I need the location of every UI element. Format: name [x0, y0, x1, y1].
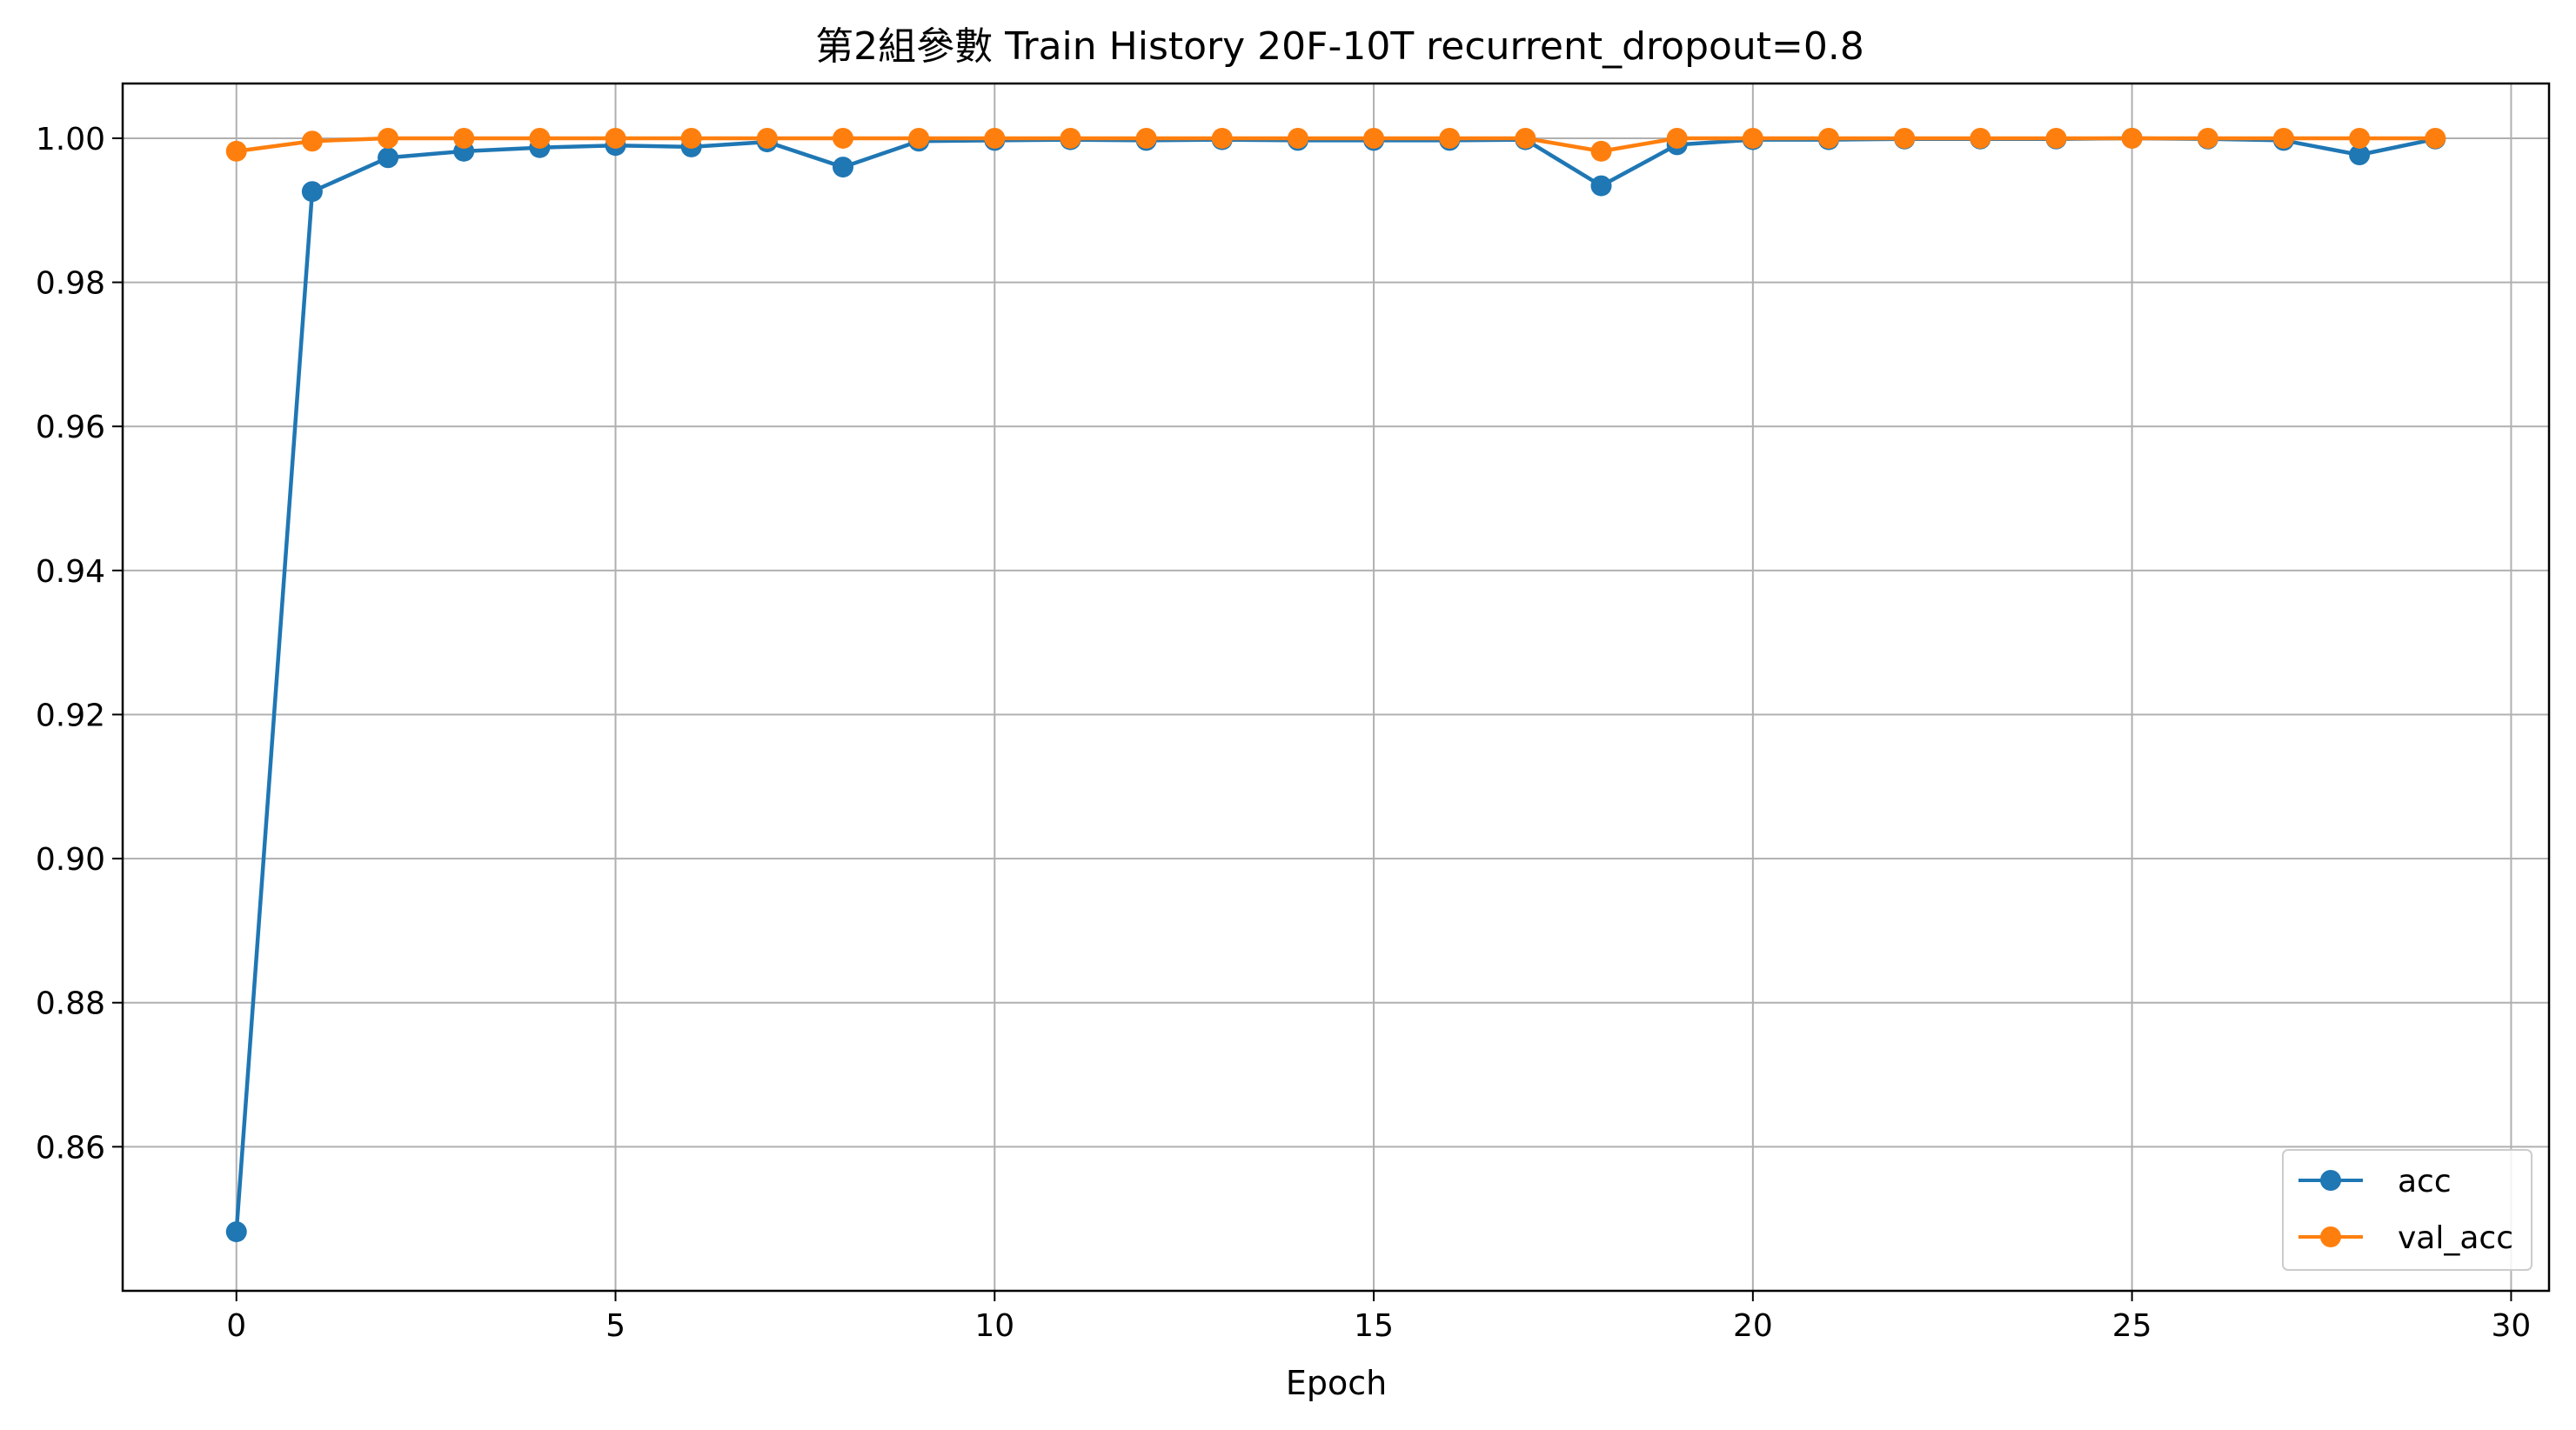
- legend-acc-marker: [2320, 1170, 2341, 1191]
- x-tick-label: 10: [974, 1308, 1014, 1344]
- y-tick-label: 0.94: [36, 554, 105, 590]
- data-point-acc: [832, 157, 853, 178]
- data-point-val-acc: [1666, 127, 1688, 149]
- data-point-val-acc: [1742, 127, 1763, 149]
- legend: acc val_acc: [2282, 1149, 2533, 1271]
- data-point-val-acc: [1211, 127, 1233, 149]
- series-line-val-acc: [236, 136, 2436, 154]
- data-point-val-acc: [908, 127, 930, 149]
- data-point-acc: [2349, 144, 2371, 165]
- data-point-val-acc: [832, 127, 853, 149]
- data-point-val-acc: [2045, 127, 2067, 149]
- axis-ticks: 0 5 10 15 20 25 30 0.86 0.88 0.90 0.92 0.94 0.96 0.98…: [36, 122, 2531, 1344]
- y-tick-label: 0.86: [36, 1130, 105, 1166]
- data-point-val-acc: [529, 127, 551, 149]
- data-point-val-acc: [453, 127, 475, 149]
- data-point-val-acc: [301, 130, 323, 152]
- data-point-val-acc: [1970, 127, 1991, 149]
- data-point-val-acc: [378, 127, 399, 149]
- data-point-val-acc: [1590, 140, 1612, 162]
- data-point-val-acc: [2425, 127, 2446, 149]
- x-tick-label: 25: [2112, 1308, 2152, 1344]
- data-point-val-acc: [1818, 127, 1840, 149]
- data-point-val-acc: [756, 127, 778, 149]
- chart-title: 第2組參數 Train History 20F-10T recurrent_dr…: [815, 24, 1864, 69]
- data-point-val-acc: [2349, 127, 2371, 149]
- y-tick-label: 0.96: [36, 410, 105, 445]
- x-tick-label: 20: [1733, 1308, 1773, 1344]
- data-point-val-acc: [1135, 127, 1157, 149]
- data-point-val-acc: [2121, 127, 2143, 149]
- y-tick-label: 0.98: [36, 266, 105, 302]
- data-point-val-acc: [984, 127, 1006, 149]
- data-point-val-acc: [605, 127, 626, 149]
- x-axis-title: Epoch: [1286, 1364, 1387, 1402]
- y-tick-label: 0.92: [36, 698, 105, 733]
- legend-acc-label: acc: [2398, 1164, 2452, 1199]
- plot-frame: [121, 82, 2551, 1293]
- data-point-val-acc: [680, 127, 702, 149]
- data-point-val-acc: [1060, 127, 1081, 149]
- data-point-acc: [1590, 175, 1612, 197]
- legend-val-acc-marker: [2320, 1226, 2341, 1247]
- data-point-val-acc: [1894, 127, 1916, 149]
- x-tick-label: 30: [2492, 1308, 2532, 1344]
- data-point-acc: [301, 181, 323, 203]
- x-tick-label: 15: [1354, 1308, 1394, 1344]
- data-point-val-acc: [1439, 127, 1461, 149]
- data-point-val-acc: [1363, 127, 1385, 149]
- x-tick-label: 0: [226, 1308, 246, 1344]
- data-point-val-acc: [2272, 127, 2294, 149]
- y-tick-label: 0.88: [36, 986, 105, 1022]
- data-point-val-acc: [2197, 127, 2218, 149]
- x-tick-label: 5: [606, 1308, 626, 1344]
- data-point-val-acc: [1515, 127, 1536, 149]
- y-tick-label: 0.90: [36, 842, 105, 878]
- data-point-acc: [225, 1221, 247, 1243]
- data-point-val-acc: [225, 140, 247, 162]
- data-point-acc: [378, 147, 399, 169]
- series-layer: [225, 127, 2446, 1243]
- legend-val-acc-label: val_acc: [2398, 1220, 2513, 1256]
- data-point-val-acc: [1287, 127, 1308, 149]
- y-tick-label: 1.00: [36, 122, 105, 157]
